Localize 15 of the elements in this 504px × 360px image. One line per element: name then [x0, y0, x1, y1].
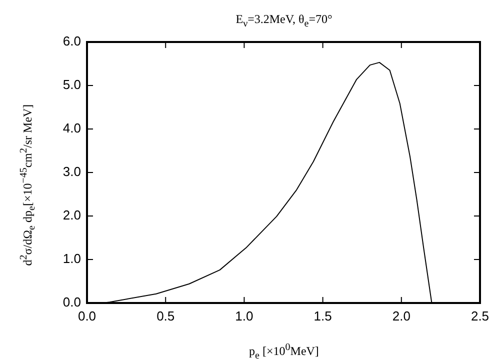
x-tick-label: 1.5 [314, 308, 332, 324]
y-tick-label: 0.0 [62, 294, 81, 310]
x-tick-label: 1.0 [235, 308, 254, 324]
y-tick-label: 2.0 [62, 208, 81, 223]
y-tick-label: 1.0 [62, 251, 81, 266]
y-tick-label: 6.0 [62, 34, 81, 49]
y-tick-label: 5.0 [62, 77, 81, 92]
y-tick-label: 4.0 [62, 120, 81, 136]
x-tick-label: 2.5 [470, 308, 490, 324]
y-tick-label: 3.0 [62, 164, 81, 180]
x-axis-title: p$_{e}$ [×10$^{0}$MeV] [249, 342, 319, 360]
x-tick-label: 0.5 [156, 308, 175, 324]
x-tick-label: 2.0 [392, 308, 410, 324]
x-tick-label: 0.0 [78, 308, 96, 324]
chart-title: E$_{ν}$=3.2MeV, θ$_{e}$=70° [236, 12, 332, 30]
